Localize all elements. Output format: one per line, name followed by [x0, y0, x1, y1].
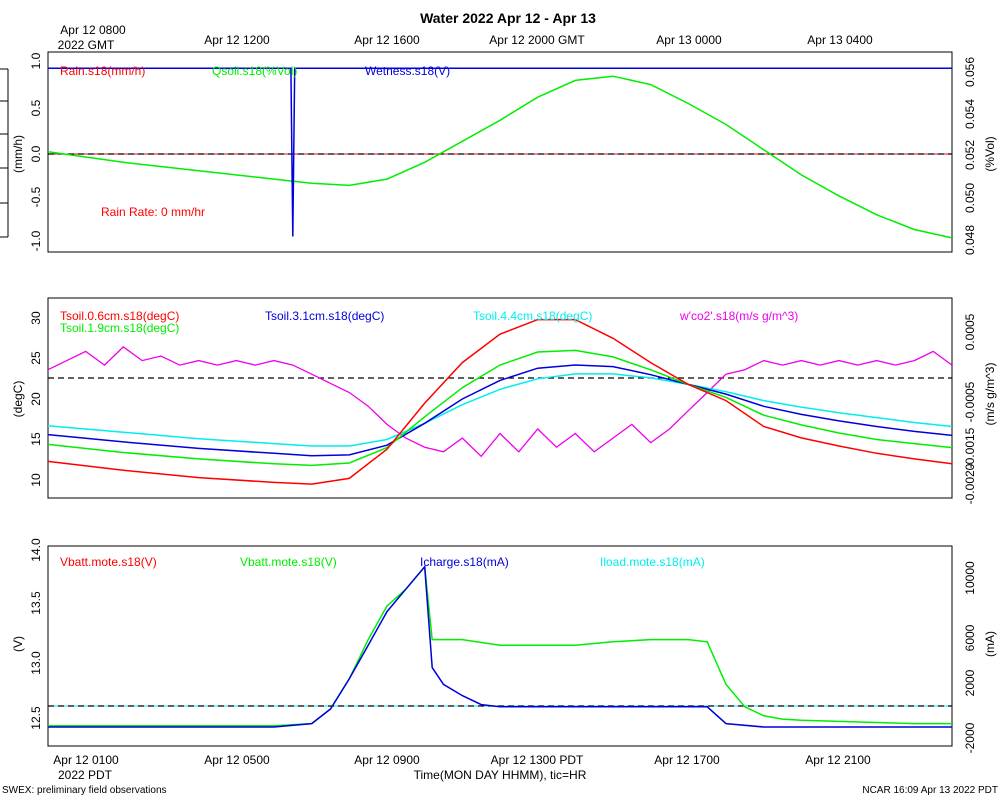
panel-3-frame — [47, 545, 953, 747]
bottom-tick-label: Apr 12 1700 — [654, 753, 720, 767]
y-tick-label: 25 — [29, 351, 43, 365]
footer-right: NCAR 16:09 Apr 13 2022 PDT — [862, 785, 998, 796]
top-tick-label: Apr 12 0800 — [60, 23, 126, 37]
series-wetness — [48, 67, 952, 237]
legend-tsoil-0.6cm: Tsoil.0.6cm.s18(degC) — [60, 309, 179, 323]
y2-tick-label: 6000 — [963, 624, 977, 651]
series-vbatt — [48, 564, 952, 727]
y-axis-label-right: (mA) — [983, 631, 997, 657]
panel-1-left-stubs — [0, 68, 9, 238]
legend-qsoil: Qsoil.s18(%Vol) — [212, 64, 297, 78]
y-tick-label: 12.5 — [29, 706, 43, 730]
panel-3-right-ticks: 10000 6000 2000 -2000 (mA) — [963, 561, 997, 753]
panel-2-right-ticks: 0.0005 -0.0005 -0.0015 -0.0020 (m/s g/m^… — [963, 313, 997, 504]
rain-rate-annotation: Rain Rate: 0 mm/hr — [101, 205, 205, 219]
series-tsoil-4.4cm — [47, 373, 953, 447]
top-tick-label: Apr 13 0000 — [656, 33, 722, 47]
panel-1-right-ticks: 0.048 0.050 0.052 0.054 0.056 (%Vol) — [963, 57, 997, 255]
chart-title: Water 2022 Apr 12 - Apr 13 — [420, 10, 596, 26]
bottom-tick-label: Apr 12 0100 — [53, 753, 119, 767]
top-tick-label: Apr 12 1600 — [354, 33, 420, 47]
series-tsoil-1.9cm — [47, 349, 953, 467]
legend-vbatt-green: Vbatt.mote.s18(V) — [240, 555, 337, 569]
y-axis-label-left: (V) — [11, 636, 25, 652]
bottom-tick-label: Apr 12 0500 — [204, 753, 270, 767]
y2-tick-label: 0.0005 — [963, 313, 977, 350]
legend-wetness: Wetness.s18(V) — [365, 64, 450, 78]
bottom-axis-sublabel: 2022 PDT — [58, 768, 113, 782]
top-axis-sublabel: 2022 GMT — [58, 38, 115, 52]
bottom-tick-label: Apr 12 2100 — [805, 753, 871, 767]
series-tsoil-3.1cm — [47, 364, 953, 457]
legend-icharge: Icharge.s18(mA) — [420, 555, 509, 569]
bottom-tick-label: Apr 12 1300 PDT — [491, 753, 584, 767]
top-tick-label: Apr 12 2000 GMT — [489, 33, 585, 47]
y-tick-label: 13.0 — [29, 651, 43, 675]
series-wco2 — [47, 346, 953, 458]
legend-tsoil-3.1cm: Tsoil.3.1cm.s18(degC) — [265, 309, 384, 323]
series-layer — [47, 67, 953, 728]
y-tick-label: 30 — [29, 311, 43, 325]
y-tick-label: 15 — [29, 432, 43, 446]
panel-1-left-ticks: 1.0 0.5 0.0 -0.5 -1.0 (mm/h) — [11, 52, 43, 251]
y-tick-label: 10 — [29, 473, 43, 487]
y2-tick-label: 0.050 — [963, 183, 977, 213]
y-axis-label-left: (degC) — [11, 381, 25, 418]
y2-tick-label: 2000 — [963, 669, 977, 696]
series-icharge — [48, 564, 952, 728]
y-tick-label: 13.5 — [29, 591, 43, 615]
legend-tsoil-4.4cm: Tsoil.4.4cm.s18(degC) — [473, 309, 592, 323]
bottom-axis: Apr 12 0100 Apr 12 0500 Apr 12 0900 Apr … — [53, 753, 871, 782]
panel-1-frame — [47, 51, 953, 253]
top-axis: Apr 12 0800 2022 GMT Apr 12 1200 Apr 12 … — [58, 23, 873, 52]
y-tick-label: 20 — [29, 392, 43, 406]
legend-rain: Rain.s18(mm/h) — [60, 64, 145, 78]
legend-iload: Iload.mote.s18(mA) — [600, 555, 705, 569]
legend-vbatt-red: Vbatt.mote.s18(V) — [60, 555, 157, 569]
y2-tick-label: -2000 — [963, 722, 977, 753]
y2-tick-label: 0.048 — [963, 225, 977, 255]
panel-3-left-ticks: 14.0 13.5 13.0 12.5 (V) — [11, 538, 43, 730]
y-tick-label: -1.0 — [29, 230, 43, 251]
y2-tick-label: -0.0020 — [963, 463, 977, 504]
x-axis-label: Time(MON DAY HHMM), tic=HR — [414, 768, 587, 782]
y2-tick-label: 0.054 — [963, 99, 977, 129]
y2-tick-label: 0.056 — [963, 57, 977, 87]
y2-tick-label: 0.052 — [963, 140, 977, 170]
legend-tsoil-1.9cm: Tsoil.1.9cm.s18(degC) — [60, 321, 179, 335]
y-tick-label: 14.0 — [29, 538, 43, 562]
y2-tick-label: 10000 — [963, 561, 977, 595]
panel-2-left-ticks: 30 25 20 15 10 (degC) — [11, 311, 43, 487]
y-tick-label: -0.5 — [29, 186, 43, 207]
y-tick-label: 0.5 — [29, 99, 43, 116]
bottom-tick-label: Apr 12 0900 — [354, 753, 420, 767]
top-tick-label: Apr 12 1200 — [204, 33, 270, 47]
y-axis-label-right: (%Vol) — [983, 136, 997, 171]
top-tick-label: Apr 13 0400 — [807, 33, 873, 47]
y-tick-label: 1.0 — [29, 52, 43, 69]
y2-tick-label: -0.0005 — [963, 381, 977, 422]
y-tick-label: 0.0 — [29, 145, 43, 162]
legend-wco2: w'co2'.s18(m/s g/m^3) — [679, 309, 798, 323]
panel-2-frame — [47, 297, 953, 499]
series-tsoil-0.6cm — [47, 318, 953, 485]
y-axis-label-left: (mm/h) — [11, 135, 25, 173]
footer-left: SWEX: preliminary field observations — [2, 785, 167, 796]
y2-tick-label: -0.0015 — [963, 427, 977, 468]
y-axis-label-right: (m/s g/m^3) — [983, 363, 997, 426]
